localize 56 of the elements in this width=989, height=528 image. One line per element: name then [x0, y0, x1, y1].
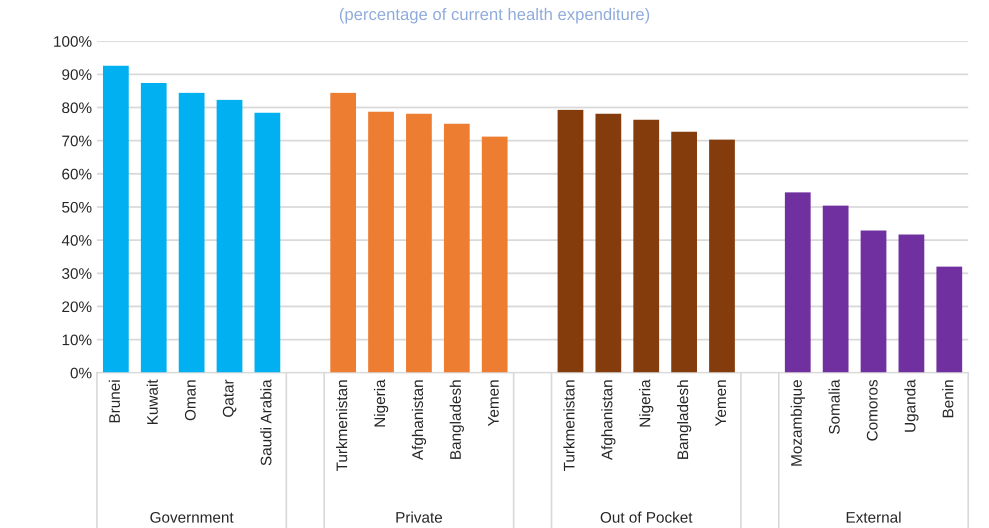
chart-subtitle: (percentage of current health expenditure)	[340, 8, 650, 24]
bar	[860, 230, 886, 373]
x-tick-label: Kuwait	[146, 380, 158, 424]
bar	[368, 112, 394, 373]
text: External	[846, 512, 901, 523]
x-tick-label: Nigeria	[374, 379, 388, 427]
x-tick-label: Mozambique	[790, 380, 805, 466]
bar	[444, 124, 470, 373]
bar	[558, 110, 584, 373]
bar	[671, 132, 697, 373]
y-tick-label: 0%	[70, 368, 92, 378]
x-tick-label: Saudi Arabia	[260, 379, 272, 466]
x-tick-label: Yemen	[488, 380, 499, 426]
y-tick-label: 70%	[62, 136, 92, 146]
text: Government	[150, 512, 234, 523]
bar	[936, 266, 962, 373]
x-tick-label: Afghanistan	[601, 380, 616, 460]
y-tick-label: 20%	[62, 301, 92, 312]
y-tick-label: 60%	[62, 168, 92, 180]
x-tick-label: Nigeria	[639, 379, 654, 427]
x-tick-label: Benin	[942, 380, 954, 418]
bar	[784, 192, 811, 373]
bar	[330, 92, 356, 373]
bar	[216, 100, 242, 373]
text: Private	[396, 512, 442, 523]
x-tick-label: Yemen	[715, 380, 726, 426]
x-tick-label: Afghanistan	[412, 380, 426, 460]
y-tick-label: 50%	[62, 202, 92, 213]
bar	[822, 206, 849, 373]
bar	[140, 82, 167, 373]
x-tick-label: Bangladesh	[450, 380, 464, 459]
x-tick-label: Comoros	[866, 380, 878, 441]
bar	[178, 92, 205, 373]
bar	[595, 114, 622, 373]
bar	[254, 112, 280, 373]
y-tick-label: 30%	[62, 268, 92, 279]
x-tick-label: Turkmenistan	[563, 380, 575, 472]
y-tick-label: 90%	[62, 69, 92, 80]
x-tick-label: Oman	[184, 380, 196, 420]
x-tick-label: Qatar	[222, 380, 236, 417]
bar	[633, 120, 660, 373]
x-tick-label: Brunei	[108, 380, 120, 422]
bar	[709, 140, 735, 373]
x-tick-label: Somalia	[828, 379, 840, 434]
text: Out of Pocket	[600, 512, 692, 523]
bar	[898, 234, 924, 373]
bar	[406, 114, 432, 373]
y-tick-label: 80%	[62, 102, 92, 114]
x-tick-label: Uganda	[904, 379, 919, 432]
y-tick-label: 10%	[62, 334, 92, 346]
bar	[102, 66, 129, 373]
y-tick-label: 100%	[54, 36, 92, 47]
y-tick-label: 40%	[62, 235, 92, 246]
x-tick-label: Bangladesh	[676, 380, 692, 459]
x-tick-label: Turkmenistan	[336, 380, 348, 472]
bar	[482, 136, 508, 373]
